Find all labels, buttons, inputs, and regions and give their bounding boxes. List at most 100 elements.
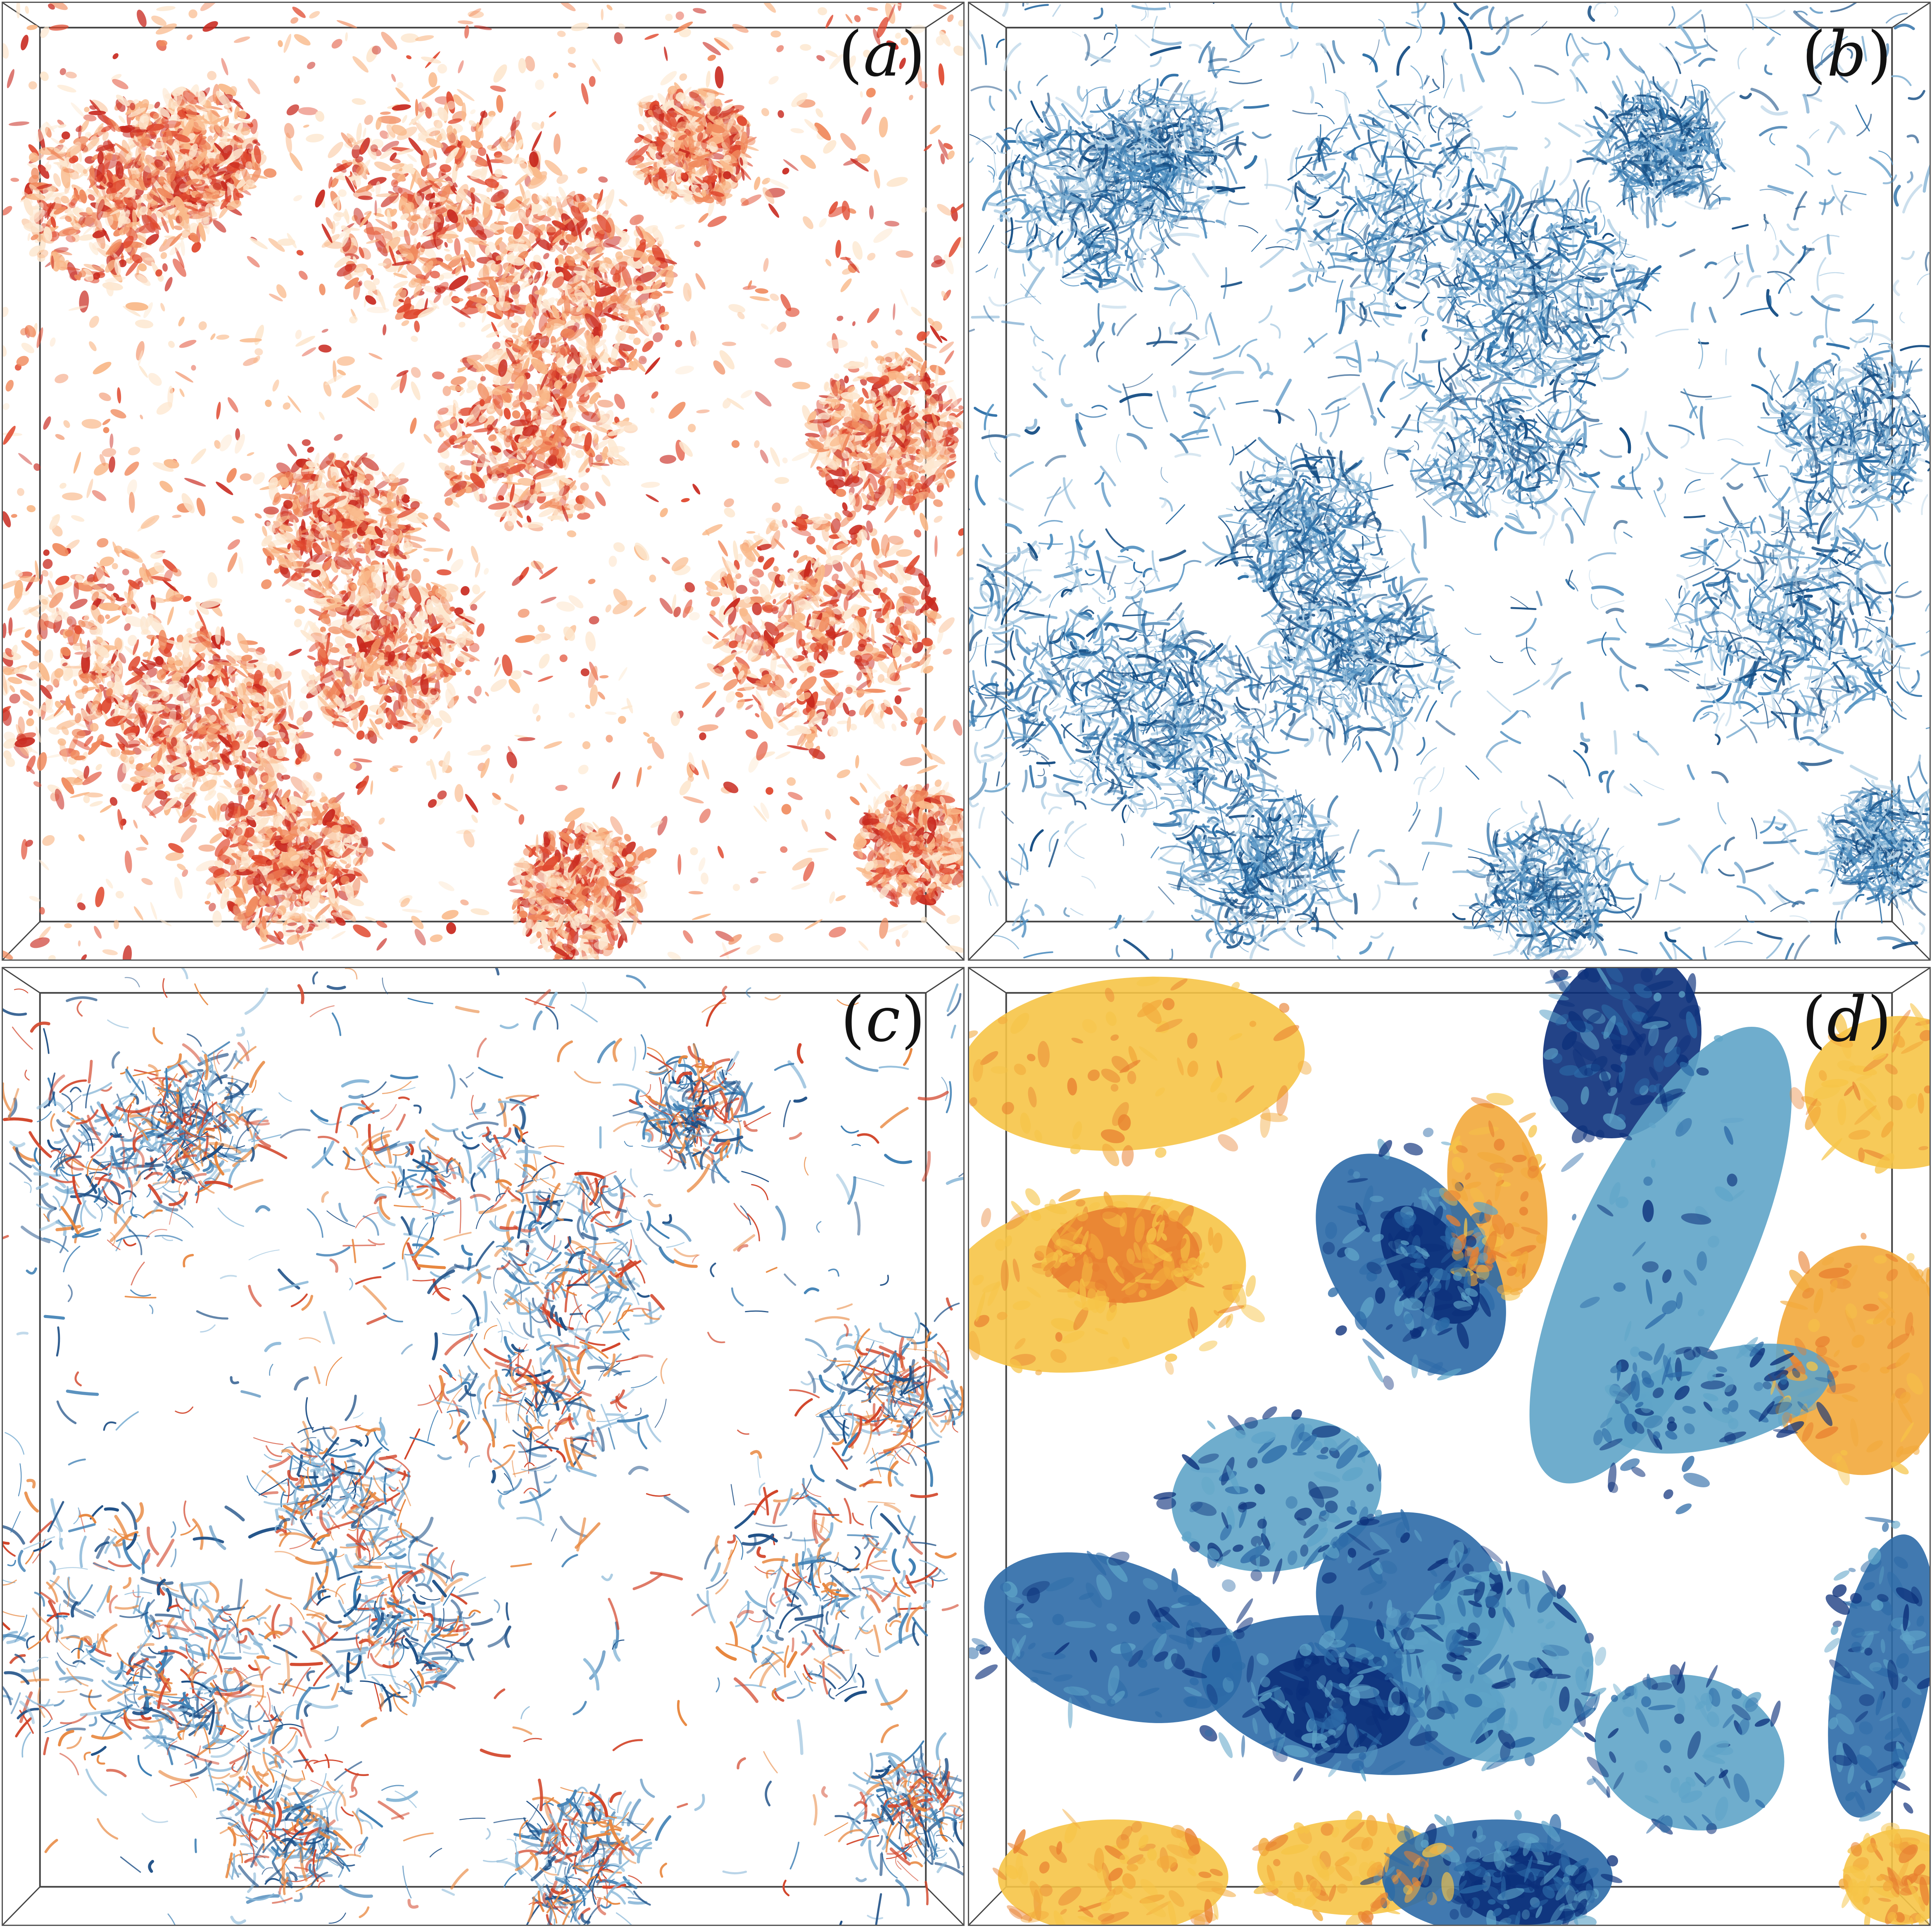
- vortex-blob: [114, 920, 119, 929]
- vortex-blob: [139, 365, 148, 378]
- vortex-blob: [45, 127, 52, 138]
- vortex-blob: [238, 556, 244, 574]
- vortex-blob: [513, 315, 523, 323]
- vortex-blob: [331, 931, 346, 940]
- vortex-blob: [330, 177, 339, 188]
- vortex-blob: [450, 559, 463, 573]
- vortex-blob: [162, 263, 168, 272]
- vortex-blob: [924, 144, 932, 151]
- vortex-blob: [848, 55, 856, 69]
- vortex-blob: [83, 114, 97, 121]
- vortex-blob: [148, 373, 162, 386]
- vortex-blob: [449, 275, 468, 290]
- vortex-blob: [871, 623, 875, 646]
- vortex-blob: [516, 520, 523, 528]
- vortex-blob: [899, 57, 906, 69]
- vortex-blob: [313, 553, 327, 563]
- vortex-blob: [433, 517, 450, 532]
- vortex-blob: [48, 727, 60, 735]
- vortex-blob: [83, 614, 90, 623]
- vortex-blob: [221, 58, 228, 76]
- vortex-blob: [555, 785, 568, 791]
- vortex-blob: [134, 906, 144, 921]
- vortex-blob: [891, 723, 897, 731]
- vortex-blob: [585, 704, 591, 709]
- vortex-blob: [433, 727, 442, 739]
- vortex-blob: [179, 388, 185, 397]
- vortex-blob: [292, 7, 306, 18]
- vortex-blob: [599, 675, 609, 679]
- vortex-blob: [715, 707, 725, 718]
- vortex-blob: [353, 758, 373, 762]
- vortex-blob: [226, 655, 236, 664]
- vortex-blob: [697, 724, 719, 732]
- vortex-blob: [544, 741, 562, 749]
- vortex-blob: [438, 881, 455, 891]
- vortex-blob: [465, 794, 478, 813]
- vortex-blob: [323, 381, 332, 397]
- vortex-blob: [143, 651, 150, 658]
- vortex-blob: [841, 608, 855, 620]
- vortex-blob: [781, 804, 791, 815]
- vortex-blob: [259, 943, 277, 950]
- vortex-blob: [42, 835, 55, 846]
- vortex-blob: [728, 304, 746, 313]
- vortex-blob: [272, 547, 290, 555]
- vortex-blob: [531, 131, 542, 152]
- vortex-blob: [175, 371, 194, 383]
- vortex-blob: [283, 33, 292, 53]
- vortex-blob: [28, 81, 37, 90]
- vortex-blob: [224, 888, 230, 898]
- vortex-blob: [469, 591, 486, 607]
- vortex-blob: [773, 716, 789, 730]
- vortex-blob: [905, 347, 924, 362]
- vortex-blob: [882, 678, 902, 686]
- vortex-blob: [451, 376, 467, 385]
- vortex-blob: [539, 653, 550, 669]
- vortex-blob: [436, 569, 452, 576]
- vortex-blob: [461, 586, 470, 596]
- vortex-blob: [717, 845, 724, 859]
- vortex-blob: [457, 20, 474, 24]
- vortex-blob: [469, 187, 475, 194]
- vortex-blob: [682, 599, 692, 618]
- vortex-blob: [618, 199, 627, 207]
- vortex-blob: [423, 285, 437, 293]
- vortex-blob: [196, 498, 206, 517]
- vortex-blob: [614, 32, 623, 44]
- vortex-blob: [523, 670, 533, 675]
- vortex-blob: [457, 89, 475, 101]
- vortex-blob: [10, 178, 19, 182]
- vortex-blob: [399, 499, 409, 507]
- vortex-blob: [692, 914, 711, 920]
- vortex-blob: [835, 895, 846, 901]
- vortex-blob: [207, 572, 218, 588]
- vortex-blob: [105, 879, 113, 889]
- vortex-blob: [294, 619, 302, 627]
- vortex-blob: [645, 357, 661, 375]
- vortex-blob: [660, 508, 668, 518]
- vortex-blob: [8, 121, 30, 126]
- vortex-blob: [216, 482, 233, 495]
- vortex-blob: [580, 482, 589, 491]
- vortex-blob: [568, 62, 576, 68]
- vortex-blob: [196, 662, 205, 671]
- vortex-blob: [3, 950, 13, 959]
- vortex-blob: [254, 513, 262, 519]
- vortex-blob: [309, 11, 320, 19]
- vortex-blob: [160, 303, 165, 311]
- vortex-blob: [571, 22, 589, 31]
- vortex-blob: [411, 916, 424, 929]
- vortex-blob: [728, 934, 742, 945]
- vortex-blob: [815, 108, 823, 118]
- vortex-blob: [823, 140, 836, 154]
- vortex-blob: [363, 128, 366, 138]
- vortex-blob: [293, 195, 302, 202]
- vortex-blob: [701, 872, 709, 885]
- vortex-blob: [841, 632, 853, 648]
- vortex-blob: [754, 440, 760, 448]
- vortex-blob: [59, 68, 67, 75]
- vortex-blob: [559, 654, 568, 662]
- vortex-blob: [504, 318, 517, 334]
- vortex-blob: [385, 722, 392, 730]
